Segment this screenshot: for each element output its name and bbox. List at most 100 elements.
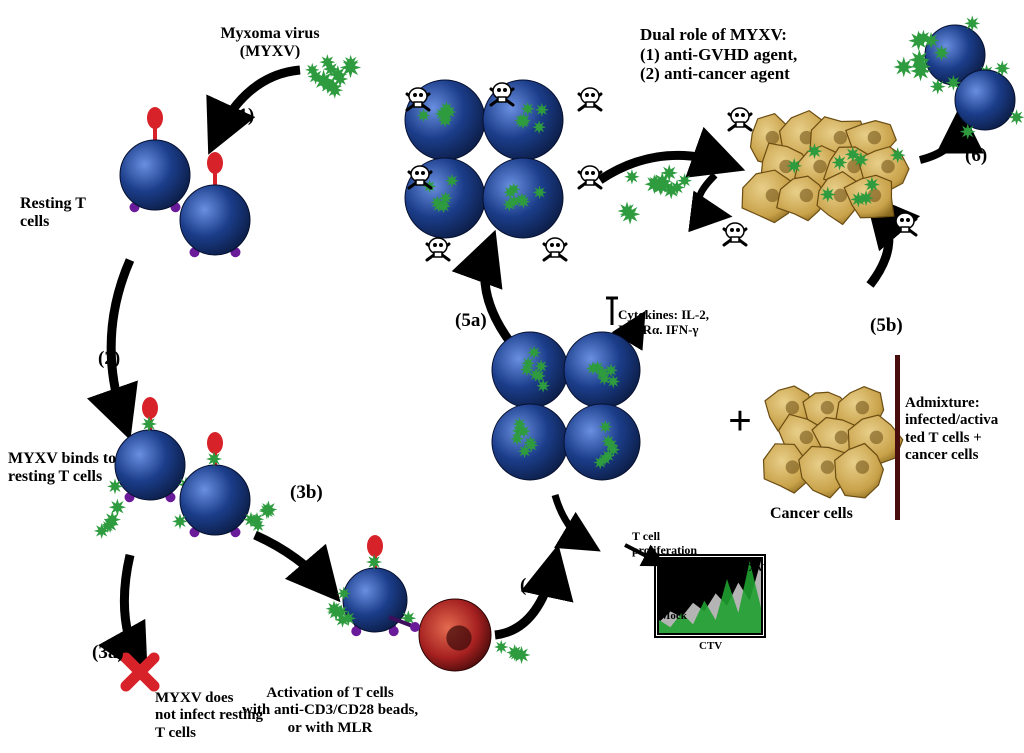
virus-icon — [820, 186, 836, 202]
virus-icon — [109, 498, 126, 515]
virus-icon — [340, 610, 356, 626]
virus-icon — [141, 416, 157, 432]
flow-arrow — [215, 70, 300, 140]
t-cell — [483, 158, 563, 238]
label-chart_myxv: MYXV — [730, 562, 764, 575]
skull-icon — [409, 166, 431, 188]
virus-icon — [172, 513, 188, 529]
virus-icon — [624, 169, 639, 184]
virus-icon — [104, 511, 121, 528]
t-cell — [180, 152, 250, 257]
label-resting: Resting Tcells — [20, 195, 86, 232]
step-s2: (2) — [98, 348, 120, 370]
virus-icon — [890, 147, 906, 163]
virus-icon — [515, 192, 529, 206]
step-s5b: (5b) — [870, 315, 903, 337]
virus-icon — [313, 70, 334, 91]
virus-icon — [908, 30, 928, 50]
virus-icon — [806, 143, 822, 159]
flow-arrow — [495, 560, 555, 635]
label-chart_ctv: CTV — [699, 640, 722, 653]
cancer-cluster — [763, 386, 902, 498]
plus-icon: + — [728, 399, 752, 445]
virus-icon — [366, 554, 382, 570]
skull-icon — [729, 108, 751, 130]
label-cancer: Cancer cells — [770, 505, 853, 523]
virus-icon — [533, 185, 547, 199]
skull-icon — [579, 166, 601, 188]
virus-icon — [443, 105, 457, 119]
step-s3b: (3b) — [290, 482, 323, 504]
t-cell — [492, 404, 568, 480]
virus-icon — [532, 120, 546, 134]
label-chart_mock: Mock — [660, 610, 687, 623]
virus-icon — [507, 182, 521, 196]
virus-icon — [644, 174, 664, 194]
virus-icon — [523, 436, 537, 450]
virus-icon — [994, 60, 1010, 76]
step-s3a: (3a) — [92, 642, 124, 664]
virus-icon — [509, 646, 525, 662]
virus-icon — [930, 79, 946, 95]
virus-icon — [521, 102, 535, 116]
virus-icon — [964, 15, 980, 31]
t-cell — [172, 432, 259, 537]
virus-icon — [337, 586, 351, 600]
t-cell — [120, 107, 190, 212]
virus-icon — [606, 443, 620, 457]
virus-icon — [494, 640, 508, 654]
label-myxoma: Myxoma virus(MYXV) — [180, 25, 360, 62]
virus-icon — [206, 451, 222, 467]
virus-icon — [536, 379, 550, 393]
virus-icon — [858, 190, 874, 206]
virus-icon — [517, 114, 531, 128]
flow-arrow — [111, 260, 130, 425]
skull-icon — [407, 88, 429, 110]
skull-icon — [427, 238, 449, 260]
step-s1: (1) — [232, 105, 254, 127]
flow-arrow — [699, 175, 720, 215]
label-binds: MYXV binds toresting T cells — [8, 450, 116, 487]
skull-icon — [724, 223, 746, 245]
virus-icon — [669, 179, 685, 195]
flow-arrow — [124, 555, 140, 665]
virus-icon — [250, 512, 264, 526]
virus-icon — [527, 345, 541, 359]
step-s6: (6) — [965, 145, 987, 167]
label-prolif: T cellproliferation — [632, 530, 697, 558]
virus-icon — [960, 124, 976, 140]
flow-arrow — [555, 495, 590, 545]
label-activation: Activation of T cellswith anti-CD3/CD28 … — [240, 685, 420, 737]
t-cell — [564, 332, 640, 408]
t-cell — [564, 404, 640, 480]
virus-icon — [912, 57, 931, 76]
virus-icon — [606, 375, 620, 389]
skull-icon — [894, 213, 916, 235]
virus-icon — [786, 158, 802, 174]
label-admix: Admixture:infected/activated T cells +ca… — [905, 395, 998, 464]
virus-icon — [445, 174, 459, 188]
step-s5a: (5a) — [455, 310, 487, 332]
label-cytokines: Cytokines: IL-2,IL-2Rα. IFN-γ — [618, 308, 709, 338]
label-dual: Dual role of MYXV:(1) anti-GVHD agent,(2… — [640, 25, 797, 84]
diagram-canvas: + — [0, 0, 1024, 753]
virus-icon — [439, 191, 453, 205]
flow-arrow — [255, 535, 330, 590]
virus-icon — [933, 45, 949, 61]
virus-icon — [617, 201, 636, 220]
separator-bar — [895, 355, 900, 520]
virus-icon — [535, 103, 549, 117]
virus-icon — [853, 152, 869, 168]
virus-icon — [534, 359, 548, 373]
virus-icon — [864, 177, 880, 193]
virus-icon — [513, 417, 527, 431]
virus-icon — [598, 420, 612, 434]
skull-icon — [491, 83, 513, 105]
t-cell — [492, 332, 568, 408]
flow-arrow — [920, 120, 960, 160]
step-s4: (4) — [520, 575, 542, 597]
virus-icon — [259, 501, 277, 519]
proliferation-chart — [625, 545, 765, 637]
skull-icon — [544, 238, 566, 260]
virus-icon — [596, 367, 610, 381]
